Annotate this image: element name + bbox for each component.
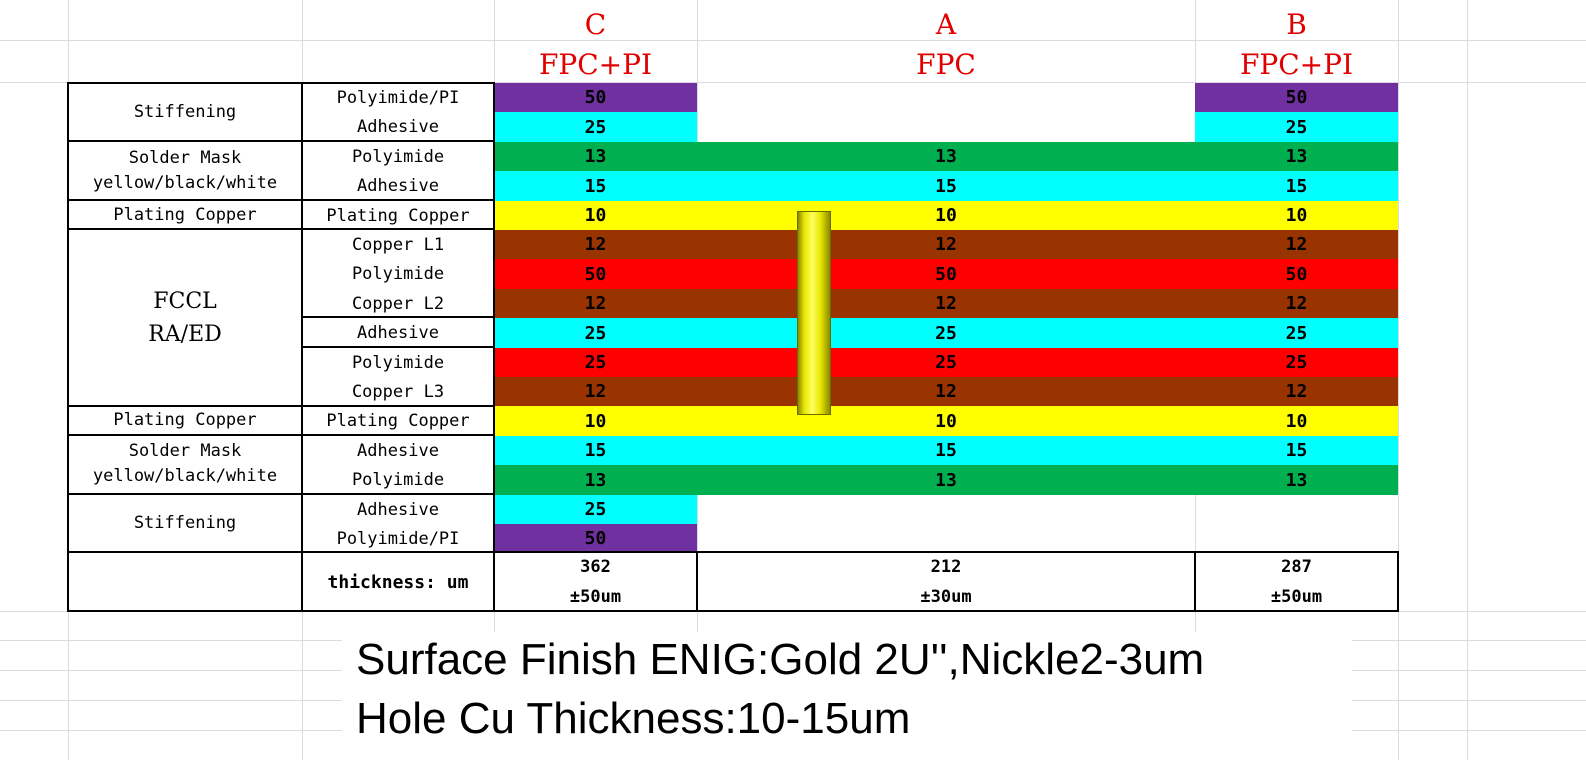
layer-cell-c: 12 [494,230,697,259]
layer-cell-b: 50 [1195,83,1398,112]
material-cell: Adhesive [357,440,439,461]
layer-cell-c: 50 [494,259,697,289]
layer-cell-a: 13 [697,465,1195,495]
layer-cell-c: 25 [494,112,697,142]
layer-cell-b: 12 [1195,230,1398,259]
column-type-b: FPC+PI [1239,47,1354,81]
column-letter-c: C [584,7,607,41]
layer-cell-c: 15 [494,436,697,465]
material-cell: Polyimide [351,264,445,284]
layer-cell-b: 10 [1195,406,1398,436]
material-cell: Polyimide [351,352,445,373]
category-plating-copper-bottom: Plating Copper [113,410,257,430]
layer-cell-b: 10 [1195,201,1398,230]
material-cell: Adhesive [357,323,439,343]
layer-cell-a [697,495,1195,524]
hole-cu-note: Hole Cu Thickness:10-15um [342,688,1352,760]
category-stiffening-bottom: Stiffening [133,512,237,533]
material-cell: Adhesive [357,176,439,196]
material-cell: Plating Copper [326,205,470,226]
layer-cell-b: 15 [1195,171,1398,201]
layer-cell-a: 50 [697,259,1195,289]
layer-cell-b: 50 [1195,259,1398,289]
material-cell: Polyimide/PI [336,528,460,549]
category-solder-mask-bottom: Solder Mask yellow/black/white [92,441,278,486]
material-cell: Polyimide/PI [336,87,460,108]
material-cell: Copper L1 [351,234,445,255]
layer-cell-a: 25 [697,318,1195,348]
material-cell: Adhesive [357,499,439,520]
layer-cell-c: 10 [494,201,697,230]
layer-cell-b: 15 [1195,436,1398,465]
material-cell: Copper L2 [351,293,445,314]
layer-cell-b: 12 [1195,377,1398,406]
plated-via [797,211,831,415]
layer-cell-a: 25 [697,348,1195,377]
thickness-b: 287 ±50um [1270,557,1323,607]
layer-cell-c: 25 [494,348,697,377]
layer-cell-b: 25 [1195,348,1398,377]
layer-cell-c: 12 [494,289,697,318]
layer-cell-a: 12 [697,377,1195,406]
category-stiffening-top: Stiffening [133,101,237,122]
layer-cell-c: 50 [494,524,697,553]
layer-cell-a: 13 [697,142,1195,171]
layer-cell-b: 25 [1195,112,1398,142]
layer-cell-a: 12 [697,289,1195,318]
layer-cell-a [697,112,1195,142]
material-cell: Adhesive [357,117,439,137]
layer-cell-a: 15 [697,436,1195,465]
layer-cell-b: 13 [1195,465,1398,495]
layer-cell-b: 25 [1195,318,1398,348]
layer-cell-c: 25 [494,318,697,348]
category-plating-copper-top: Plating Copper [113,205,257,225]
category-fccl: FCCL RA/ED [148,289,222,347]
category-solder-mask-top: Solder Mask yellow/black/white [92,148,278,193]
layer-cell-a: 10 [697,406,1195,436]
surface-finish-note: Surface Finish ENIG:Gold 2U'',Nickle2-3u… [342,632,1352,688]
layer-cell-c: 10 [494,406,697,436]
column-letter-a: A [935,7,957,41]
column-type-c: FPC+PI [538,47,653,81]
layer-cell-b: 13 [1195,142,1398,171]
material-cell: Copper L3 [351,381,445,402]
layer-cell-a [697,83,1195,112]
layer-cell-c: 13 [494,142,697,171]
column-type-a: FPC [916,47,976,81]
material-cell: Polyimide [351,470,445,490]
layer-cell-a: 10 [697,201,1195,230]
thickness-c: 362 ±50um [569,557,622,607]
layer-cell-a: 12 [697,230,1195,259]
layer-cell-b [1195,495,1398,524]
layer-cell-c: 12 [494,377,697,406]
column-letter-b: B [1286,7,1307,41]
layer-cell-b: 12 [1195,289,1398,318]
layer-cell-c: 13 [494,465,697,495]
layer-cell-c: 25 [494,495,697,524]
layer-cell-c: 50 [494,83,697,112]
layer-cell-c: 15 [494,171,697,201]
layer-cell-a: 15 [697,171,1195,201]
material-cell: Plating Copper [326,411,470,431]
material-cell: Polyimide [351,146,445,167]
layer-cell-a [697,524,1195,553]
thickness-label: thickness: um [327,571,469,593]
thickness-a: 212 ±30um [920,557,972,607]
layer-cell-b [1195,524,1398,553]
